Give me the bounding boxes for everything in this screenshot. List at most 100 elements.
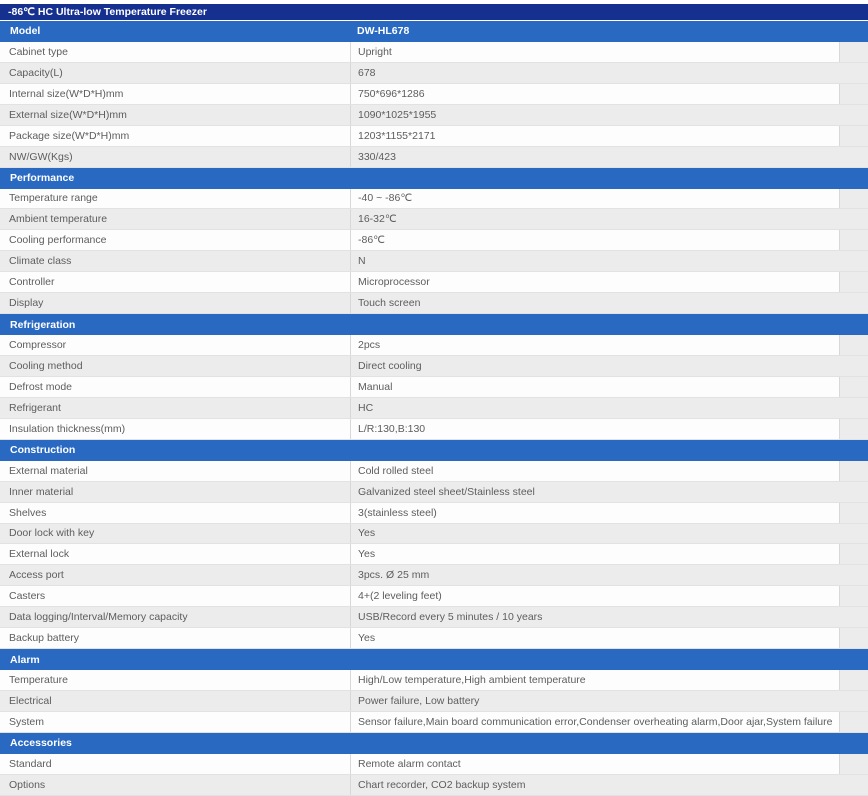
section-value — [350, 440, 868, 461]
spec-row: Controller Microprocessor — [0, 272, 868, 294]
spec-value: 750*696*1286 — [350, 83, 868, 104]
spec-value: L/R:130,B:130 — [350, 418, 868, 439]
spec-row: Inner material Galvanized steel sheet/St… — [0, 481, 868, 503]
spec-value: 330/423 — [350, 146, 868, 167]
section-title: Model — [10, 25, 41, 38]
spec-row: Insulation thickness(mm) L/R:130,B:130 — [0, 418, 868, 440]
spec-label: Display — [9, 297, 44, 310]
spec-value: -86℃ — [350, 230, 868, 251]
spec-label: Data logging/Interval/Memory capacity — [9, 611, 188, 624]
spec-label: Electrical — [9, 694, 52, 707]
spec-label: External lock — [9, 548, 70, 561]
spec-label: System — [9, 715, 45, 728]
spec-value: 3pcs. Ø 25 mm — [350, 565, 868, 586]
spec-value: Yes — [350, 544, 868, 565]
section-title: Performance — [10, 172, 75, 185]
spec-value: High/Low temperature,High ambient temper… — [350, 670, 868, 690]
spec-value: 4+(2 leveling feet) — [350, 586, 868, 607]
section-header-row: Alarm — [0, 649, 868, 671]
spec-value: Manual — [350, 376, 868, 397]
section-title: Alarm — [10, 653, 40, 666]
section-title: Refrigeration — [10, 318, 76, 331]
spec-label: Package size(W*D*H)mm — [9, 129, 130, 142]
spec-row: Door lock with key Yes — [0, 523, 868, 545]
spec-row: Backup battery Yes — [0, 628, 868, 650]
spec-value: Sensor failure,Main board communication … — [350, 711, 868, 732]
spec-label: Capacity(L) — [9, 66, 63, 79]
spec-label: External material — [9, 464, 88, 477]
section-header-row: Performance — [0, 167, 868, 189]
spec-row: Cabinet type Upright — [0, 41, 868, 63]
spec-label: Door lock with key — [9, 527, 95, 540]
spec-label: Shelves — [9, 506, 47, 519]
spec-row: Options Chart recorder, CO2 backup syste… — [0, 774, 868, 796]
spec-label: Temperature — [9, 674, 68, 687]
spec-label: Inner material — [9, 485, 74, 498]
spec-row: Display Touch screen — [0, 293, 868, 315]
spec-row: NW/GW(Kgs) 330/423 — [0, 146, 868, 168]
spec-row: Electrical Power failure, Low battery — [0, 691, 868, 712]
spec-label: Refrigerant — [9, 401, 61, 414]
spec-label: NW/GW(Kgs) — [9, 150, 73, 163]
spec-label: Defrost mode — [9, 380, 73, 393]
spec-label: Climate class — [9, 255, 72, 268]
spec-value: Galvanized steel sheet/Stainless steel — [350, 481, 868, 502]
spec-value: Touch screen — [350, 293, 868, 314]
section-value: DW-HL678 — [357, 25, 410, 38]
spec-row: Climate class N — [0, 251, 868, 273]
section-header-row: Construction — [0, 439, 868, 461]
spec-value: Direct cooling — [350, 356, 868, 376]
spec-value: Power failure, Low battery — [350, 691, 868, 711]
spec-value: Microprocessor — [350, 272, 868, 293]
section-value — [350, 733, 868, 754]
spec-row: External material Cold rolled steel — [0, 460, 868, 482]
spec-row: Cooling method Direct cooling — [0, 356, 868, 377]
spec-row: Temperature range -40 ~ -86℃ — [0, 188, 868, 210]
spec-label: External size(W*D*H)mm — [9, 108, 127, 121]
spec-row: Data logging/Interval/Memory capacity US… — [0, 607, 868, 629]
spec-label: Backup battery — [9, 632, 80, 645]
spec-value: Upright — [350, 41, 868, 62]
title-bar: -86℃ HC Ultra-low Temperature Freezer — [0, 4, 868, 20]
spec-value: Cold rolled steel — [350, 460, 868, 481]
spec-label: Access port — [9, 569, 64, 582]
spec-row: Standard Remote alarm contact — [0, 753, 868, 775]
spec-label: Compressor — [9, 339, 67, 352]
spec-row: Capacity(L) 678 — [0, 62, 868, 84]
spec-value: 3(stainless steel) — [350, 502, 868, 523]
spec-row: External lock Yes — [0, 544, 868, 566]
spec-row: Temperature High/Low temperature,High am… — [0, 670, 868, 691]
spec-row: Refrigerant HC — [0, 397, 868, 419]
spec-label: Options — [9, 778, 46, 791]
spec-label: Cooling method — [9, 359, 83, 372]
section-value — [350, 649, 868, 670]
section-value — [350, 168, 868, 189]
page-title: -86℃ HC Ultra-low Temperature Freezer — [8, 6, 207, 18]
spec-label: Cabinet type — [9, 45, 68, 58]
spec-value: N — [350, 251, 868, 272]
spec-label: Insulation thickness(mm) — [9, 422, 126, 435]
spec-row: External size(W*D*H)mm 1090*1025*1955 — [0, 104, 868, 126]
spec-value: 16-32℃ — [350, 209, 868, 230]
spec-label: Standard — [9, 757, 52, 770]
spec-row: Shelves 3(stainless steel) — [0, 502, 868, 524]
spec-value: Yes — [350, 628, 868, 649]
spec-table: Model DW-HL678 Cabinet type Upright Capa… — [0, 21, 868, 796]
spec-row: Internal size(W*D*H)mm 750*696*1286 — [0, 83, 868, 105]
spec-row: Defrost mode Manual — [0, 376, 868, 398]
section-title: Construction — [10, 444, 76, 457]
spec-value: 2pcs — [350, 335, 868, 355]
spec-label: Ambient temperature — [9, 213, 108, 226]
spec-value: -40 ~ -86℃ — [350, 188, 868, 209]
spec-label: Internal size(W*D*H)mm — [9, 87, 124, 100]
spec-row: Access port 3pcs. Ø 25 mm — [0, 565, 868, 587]
spec-row: Package size(W*D*H)mm 1203*1155*2171 — [0, 125, 868, 147]
spec-label: Cooling performance — [9, 234, 107, 247]
spec-value: Chart recorder, CO2 backup system — [350, 774, 868, 795]
spec-value: 1090*1025*1955 — [350, 104, 868, 125]
spec-value: USB/Record every 5 minutes / 10 years — [350, 607, 868, 628]
spec-value: 1203*1155*2171 — [350, 125, 868, 146]
section-header-row: Accessories — [0, 732, 868, 754]
spec-value: 678 — [350, 62, 868, 83]
